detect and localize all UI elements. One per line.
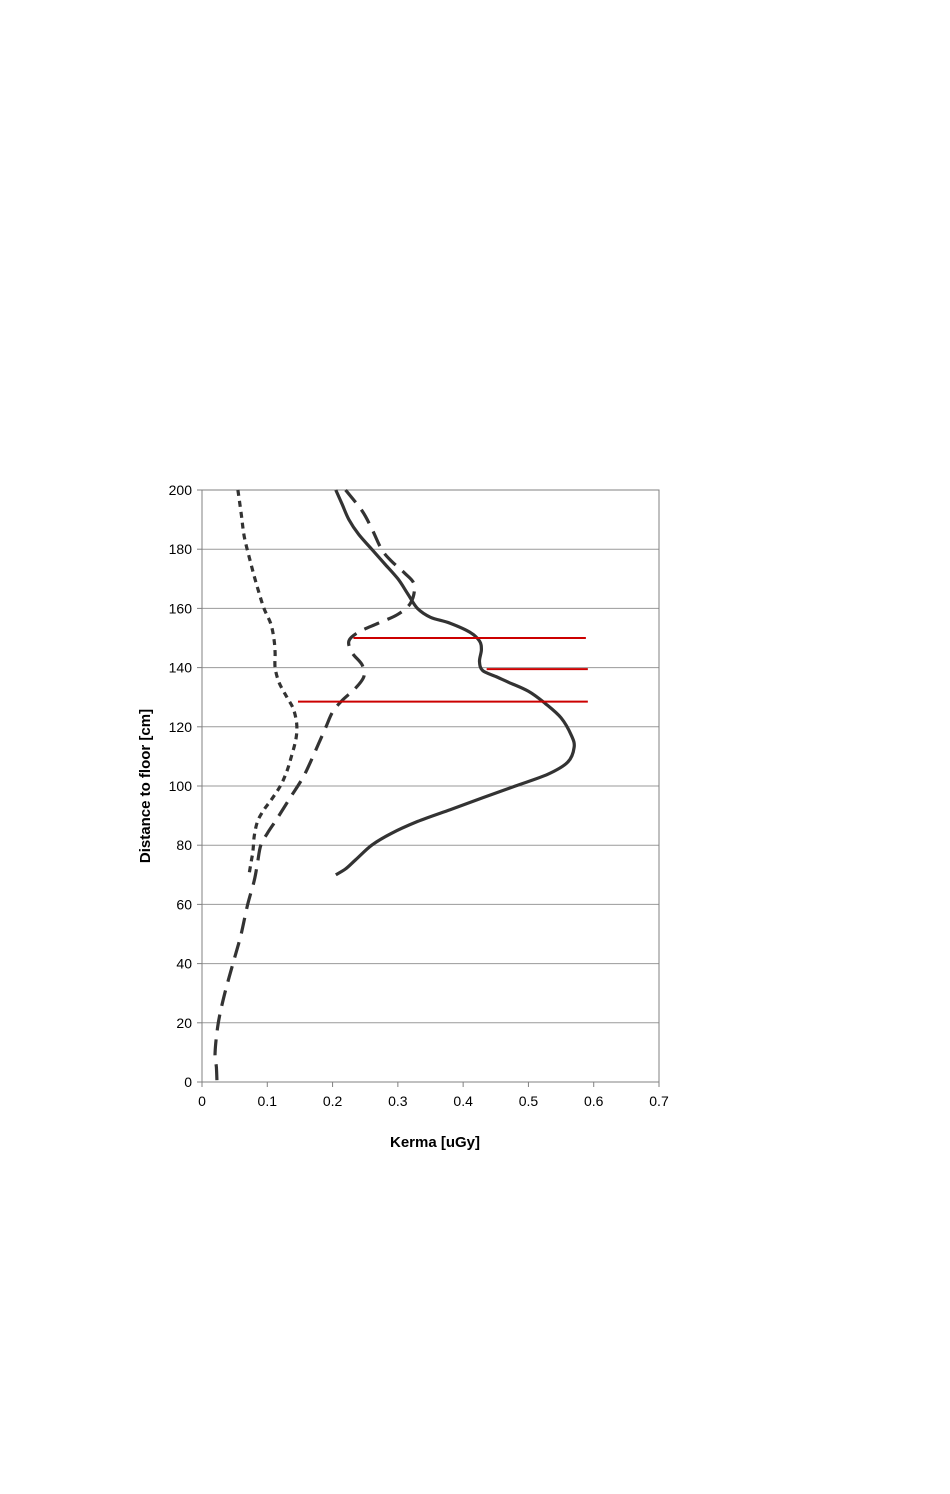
y-tick-label: 160 [169, 600, 193, 616]
y-tick-label: 100 [169, 778, 193, 794]
x-tick-label: 0.4 [453, 1093, 473, 1109]
x-tick-label: 0.5 [519, 1093, 539, 1109]
x-tick-label: 0.6 [584, 1093, 604, 1109]
y-tick-label: 140 [169, 660, 193, 676]
x-axis-title: Kerma [uGy] [390, 1134, 480, 1151]
x-tick-label: 0 [198, 1093, 206, 1109]
y-tick-label: 200 [169, 482, 193, 498]
x-tick-label: 0.7 [649, 1093, 669, 1109]
gridlines [202, 548, 659, 1024]
y-tick-label: 180 [169, 541, 193, 557]
y-tick-label: 120 [169, 719, 193, 735]
marker-lines [297, 637, 588, 703]
y-tick-label: 20 [176, 1015, 192, 1031]
y-tick-label: 0 [184, 1074, 192, 1090]
y-tick-label: 80 [176, 837, 192, 853]
y-axis-title: Distance to floor [cm] [137, 709, 154, 863]
axes [197, 489, 660, 1087]
x-tick-label: 0.1 [258, 1093, 278, 1109]
series-line-dotted [236, 489, 299, 876]
series-line-solid [334, 489, 576, 877]
series-line-dashed [213, 489, 417, 1083]
y-tick-label: 60 [176, 896, 192, 912]
x-tick-label: 0.2 [323, 1093, 343, 1109]
y-tick-label: 40 [176, 956, 192, 972]
tick-labels: 0 20 40 60 80 100 120 140 160 180 200 0 0.1 0.2 0.3 0.4… [169, 482, 669, 1109]
x-tick-label: 0.3 [388, 1093, 408, 1109]
series-lines [213, 489, 576, 1083]
